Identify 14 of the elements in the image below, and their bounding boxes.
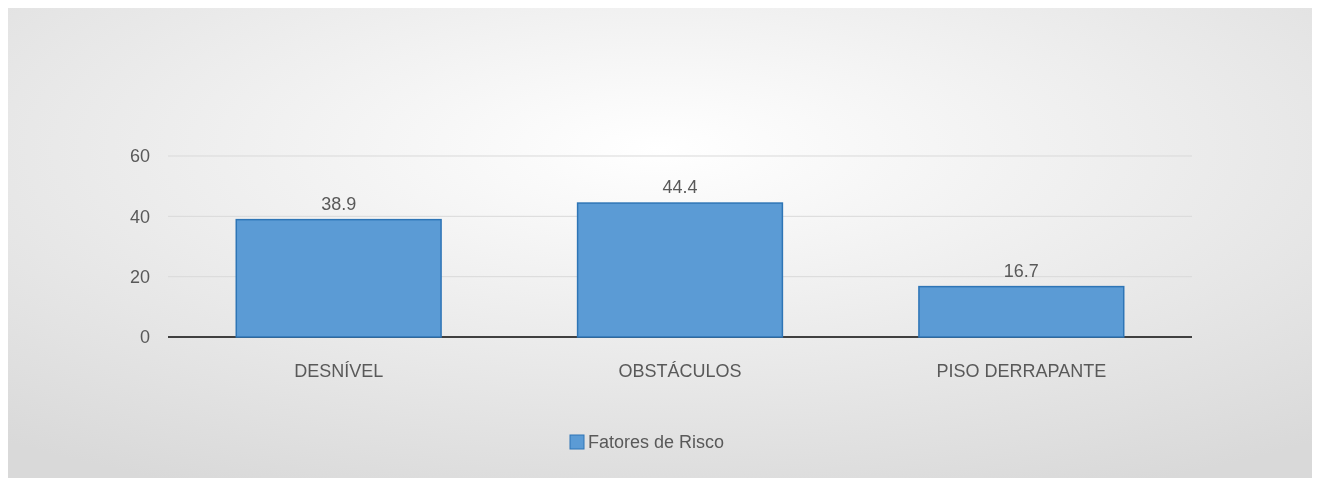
bar — [576, 202, 784, 338]
data-label: 38.9 — [321, 193, 357, 214]
y-tick-label: 60 — [129, 146, 150, 167]
x-tick-label: OBSTÁCULOS — [618, 361, 742, 381]
y-tick-label: 20 — [129, 266, 150, 287]
y-tick-label: 40 — [129, 206, 150, 227]
legend-label: Fatores de Risco — [588, 432, 725, 453]
bar — [235, 218, 442, 338]
bar — [918, 285, 1125, 338]
data-label: 16.7 — [1003, 260, 1039, 281]
y-tick-label: 0 — [139, 327, 150, 348]
data-label: 44.4 — [662, 177, 698, 198]
x-tick-label: PISO DERRAPANTE — [936, 361, 1107, 381]
x-tick-label: DESNÍVEL — [294, 361, 384, 381]
